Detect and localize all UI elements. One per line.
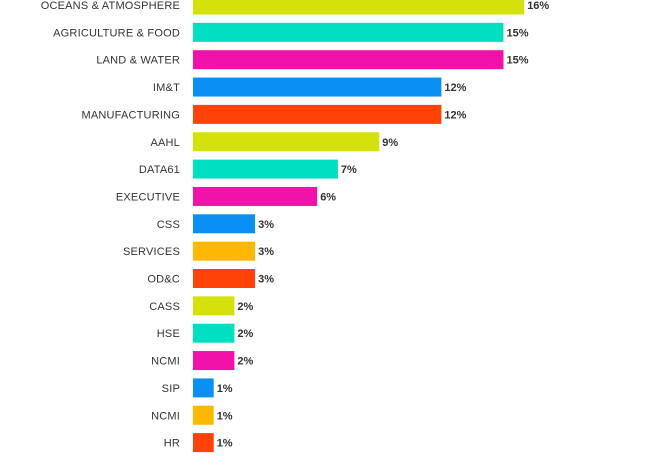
value-labels-layer: 16% 15% 15% 12% 12% 9% 7% 6% 3% 3% 3% 2% 2% 2% 1% 1% 1% — [217, 0, 550, 450]
bar — [193, 0, 525, 15]
category-label: HR — [164, 438, 180, 450]
value-label: 9% — [382, 137, 398, 149]
bar — [193, 269, 256, 288]
bar — [193, 50, 504, 70]
value-label: 2% — [237, 356, 253, 368]
bar — [193, 323, 235, 343]
value-label: 1% — [217, 410, 233, 422]
category-label: MANUFACTURING — [81, 109, 180, 121]
bar — [193, 77, 442, 97]
value-label: 3% — [258, 246, 274, 258]
category-label: AGRICULTURE & FOOD — [53, 27, 180, 39]
value-label: 1% — [217, 438, 233, 450]
value-label: 15% — [507, 55, 529, 67]
bar — [193, 214, 256, 234]
value-label: 3% — [258, 274, 274, 286]
category-label: HSE — [157, 328, 180, 340]
bar — [193, 433, 214, 453]
value-label: 1% — [217, 383, 233, 395]
value-label: 15% — [507, 27, 529, 39]
bar — [193, 378, 214, 398]
category-label: AAHL — [150, 137, 180, 149]
category-labels-layer: OCEANS & ATMOSPHERE AGRICULTURE & FOOD LAN… — [41, 0, 180, 450]
category-label: OCEANS & ATMOSPHERE — [41, 0, 180, 12]
value-label: 2% — [237, 301, 253, 313]
bar — [193, 132, 380, 152]
category-label: SERVICES — [123, 246, 180, 258]
value-label: 6% — [320, 191, 336, 203]
bar — [193, 159, 338, 179]
category-label: LAND & WATER — [96, 55, 180, 67]
value-label: 2% — [237, 328, 253, 340]
value-label: 16% — [527, 0, 549, 12]
bar — [193, 405, 214, 425]
category-label: DATA61 — [139, 164, 180, 176]
category-label: OD&C — [147, 274, 180, 286]
bars-layer — [193, 0, 525, 453]
value-label: 3% — [258, 219, 274, 231]
bar — [193, 186, 318, 206]
bar — [193, 296, 235, 316]
category-label: SIP — [162, 383, 180, 395]
category-label: NCMI — [151, 410, 180, 422]
category-label: IM&T — [153, 82, 180, 94]
value-label: 12% — [444, 82, 466, 94]
value-label: 12% — [444, 109, 466, 121]
category-label: CSS — [157, 219, 180, 231]
bar — [193, 351, 235, 371]
category-label: EXECUTIVE — [116, 191, 180, 203]
category-label: CASS — [149, 301, 180, 313]
bar — [193, 104, 442, 124]
bar — [193, 22, 504, 42]
value-label: 7% — [341, 164, 357, 176]
bar — [193, 241, 256, 261]
category-label: NCMI — [151, 356, 180, 368]
